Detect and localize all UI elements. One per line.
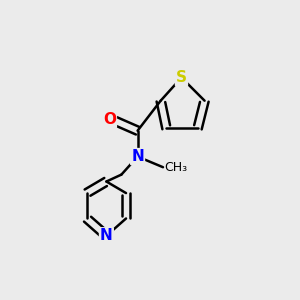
Text: O: O bbox=[103, 112, 116, 127]
Text: N: N bbox=[131, 149, 144, 164]
Text: S: S bbox=[176, 70, 187, 85]
Text: CH₃: CH₃ bbox=[164, 161, 187, 174]
Text: N: N bbox=[100, 228, 113, 243]
